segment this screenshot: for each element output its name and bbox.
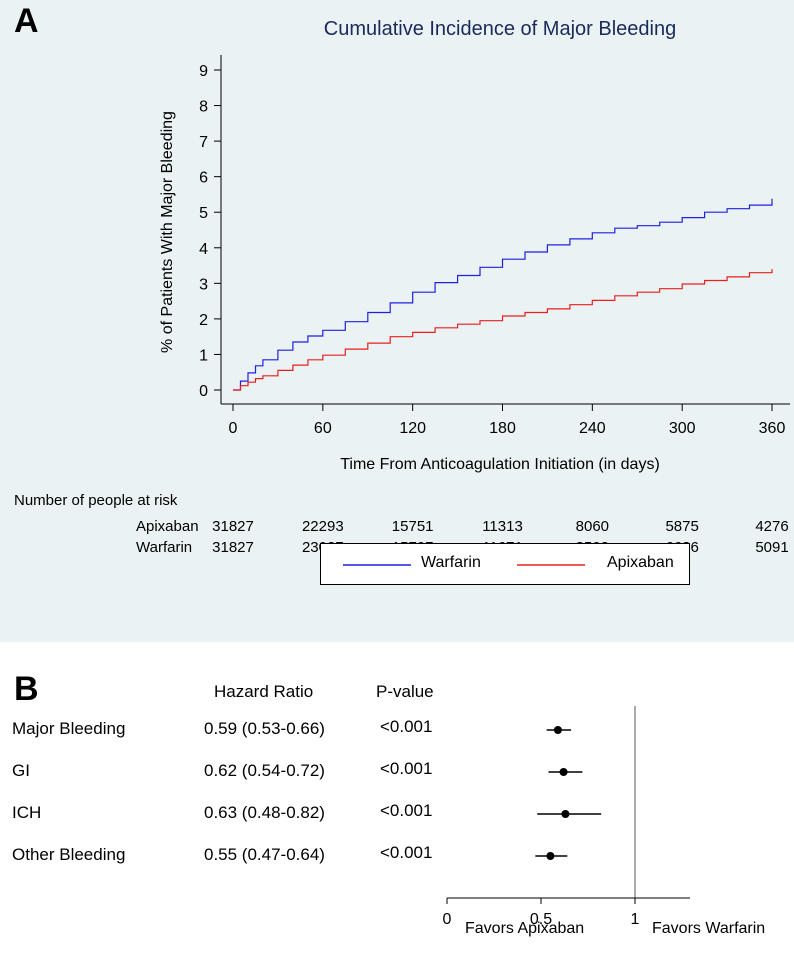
x-tick-label: 180 [489,420,516,437]
point-estimate [559,768,568,776]
hazard-ratio-header: Hazard Ratio [214,682,314,701]
point-estimate [546,852,555,860]
x-tick-label: 300 [669,420,696,437]
forest-hr-text: 0.63 (0.48-0.82) [204,803,325,822]
forest-row-label: Other Bleeding [12,845,126,864]
forest-p-value: <0.001 [380,801,433,820]
panel-b-letter: B [14,670,39,708]
risk-cell: 22293 [301,518,344,535]
risk-cell: 5091 [755,539,789,556]
y-tick-label: 4 [199,241,208,258]
forest-p-value: <0.001 [380,717,433,736]
forest-row-label: Major Bleeding [12,719,126,738]
y-tick-label: 5 [199,205,208,222]
x-axis-label: Time From Anticoagulation Initiation (in… [340,456,660,473]
forest-x-tick-label: 1 [631,911,640,928]
y-tick-label: 7 [199,134,208,151]
series-line-warfarin [233,198,773,391]
chart-title: Cumulative Incidence of Major Bleeding [324,18,676,40]
forest-marks [535,726,602,860]
km-chart: Cumulative Incidence of Major Bleeding 0… [159,18,790,473]
forest-hr-text: 0.55 (0.47-0.64) [204,845,325,864]
risk-cell: 5875 [665,518,699,535]
forest-x-tick-label: 0 [443,911,452,928]
risk-table-title: Number of people at risk [14,492,178,509]
x-tick-label: 360 [759,420,786,437]
risk-cell: 4276 [755,518,789,535]
y-tick-label: 0 [199,383,208,400]
y-tick-label: 6 [199,170,208,187]
y-tick-label: 2 [199,312,208,329]
y-tick-label: 9 [199,63,208,80]
point-estimate [553,726,562,734]
favors-apixaban-label: Favors Apixaban [465,920,585,937]
risk-cell: 31827 [212,518,254,535]
risk-cell: 15751 [391,518,434,535]
plot-series [233,198,773,391]
legend-label-warfarin: Warfarin [421,554,481,571]
x-tick-label: 0 [229,420,238,437]
panel-a-letter: A [14,2,39,40]
x-tick-label: 120 [399,420,426,437]
y-tick-label: 1 [199,347,208,364]
favors-warfarin-label: Favors Warfarin [652,920,766,937]
forest-row-label: GI [12,761,30,780]
forest-x-tick-label: 0.5 [530,911,552,928]
risk-cell: 8060 [575,518,610,535]
forest-hr-text: 0.59 (0.53-0.66) [204,719,325,738]
risk-cell: 11313 [482,518,523,535]
point-estimate [561,810,570,818]
forest-axes: 0 0.5 1 [443,706,690,928]
risk-cell: 31827 [212,539,254,556]
risk-row-label: Warfarin [136,539,193,556]
forest-p-value: <0.001 [380,843,433,862]
y-axis-label: % of Patients With Major Bleeding [159,111,176,353]
plot-axes: 0 1 2 3 4 5 6 7 8 9 0 60 120 180 240 300 360 [199,55,790,437]
risk-row-label: Apixaban [136,518,199,535]
forest-row-label: ICH [12,803,42,822]
panel-b: B Hazard Ratio P-value Major Bleeding 0.5… [0,642,794,953]
p-value-header: P-value [376,682,434,701]
panel-a: A Cumulative Incidence of Major Bleeding… [0,0,794,642]
legend-label-apixaban: Apixaban [607,554,674,571]
forest-plot: 0 0.5 1 [443,706,690,928]
legend: Warfarin Apixaban [320,543,690,585]
x-tick-label: 60 [314,420,332,437]
x-tick-label: 240 [579,420,606,437]
forest-p-value: <0.001 [380,759,433,778]
y-tick-label: 8 [199,99,208,116]
series-line-apixaban [233,269,773,391]
forest-hr-text: 0.62 (0.54-0.72) [204,761,325,780]
y-tick-label: 3 [199,276,208,293]
